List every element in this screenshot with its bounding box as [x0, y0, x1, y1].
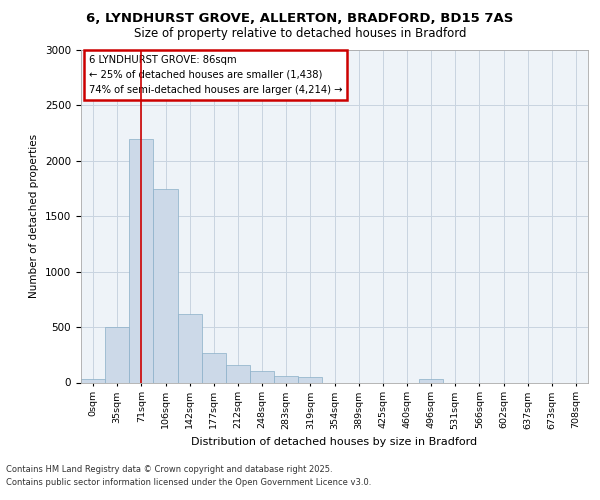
Bar	[226, 365, 250, 382]
Bar	[298, 377, 322, 382]
Text: 6, LYNDHURST GROVE, ALLERTON, BRADFORD, BD15 7AS: 6, LYNDHURST GROVE, ALLERTON, BRADFORD, …	[86, 12, 514, 26]
Bar	[419, 379, 443, 382]
Bar	[81, 379, 105, 382]
X-axis label: Distribution of detached houses by size in Bradford: Distribution of detached houses by size …	[191, 437, 478, 447]
Bar	[105, 327, 129, 382]
Bar	[129, 138, 154, 382]
Text: Size of property relative to detached houses in Bradford: Size of property relative to detached ho…	[134, 28, 466, 40]
Bar	[202, 352, 226, 382]
Text: 6 LYNDHURST GROVE: 86sqm
← 25% of detached houses are smaller (1,438)
74% of sem: 6 LYNDHURST GROVE: 86sqm ← 25% of detach…	[89, 55, 342, 94]
Bar	[250, 372, 274, 382]
Bar	[178, 314, 202, 382]
Text: Contains HM Land Registry data © Crown copyright and database right 2025.: Contains HM Land Registry data © Crown c…	[6, 466, 332, 474]
Text: Contains public sector information licensed under the Open Government Licence v3: Contains public sector information licen…	[6, 478, 371, 487]
Y-axis label: Number of detached properties: Number of detached properties	[29, 134, 40, 298]
Bar	[274, 376, 298, 382]
Bar	[154, 188, 178, 382]
